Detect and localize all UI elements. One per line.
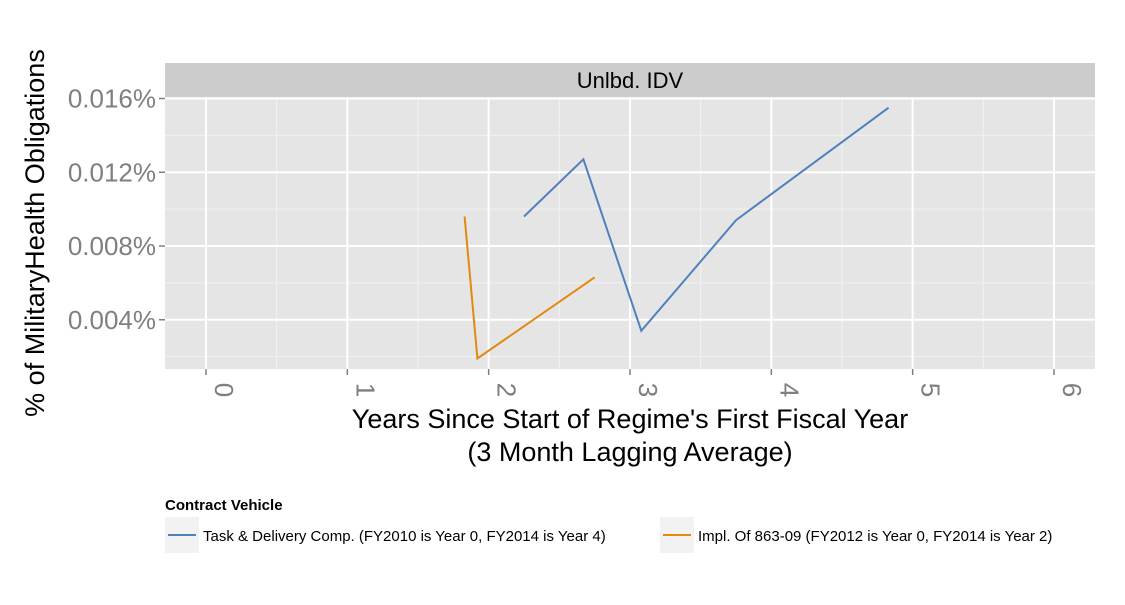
x-tick-label: 1 (350, 383, 380, 397)
grid-lines (165, 97, 1095, 369)
x-tick-label: 2 (492, 383, 522, 397)
x-tick-label: 0 (209, 383, 239, 397)
y-tick-label: 0.004% (68, 305, 156, 335)
x-axis-title-line2: (3 Month Lagging Average) (467, 437, 792, 467)
y-axis-title: % of MilitaryHealth Obligations (20, 49, 50, 417)
legend-title: Contract Vehicle (165, 497, 283, 514)
y-axis-ticks: 0.004% 0.008% 0.012% 0.016% (68, 84, 165, 335)
y-tick-label: 0.008% (68, 231, 156, 261)
legend-label-2: Impl. Of 863-09 (FY2012 is Year 0, FY201… (698, 528, 1052, 545)
facet-title: Unlbd. IDV (577, 68, 684, 93)
x-tick-label: 4 (774, 383, 804, 397)
series-line-2 (463, 216, 596, 361)
legend: Task & Delivery Comp. (FY2010 is Year 0,… (165, 517, 1052, 553)
x-axis-ticks: 0 1 2 3 4 5 6 (205, 369, 1087, 397)
x-tick-label: 3 (633, 383, 663, 397)
y-tick-label: 0.012% (68, 157, 156, 187)
series-lines (463, 106, 890, 361)
facet-strip (165, 63, 1095, 97)
y-tick-label: 0.016% (68, 84, 156, 114)
x-tick-label: 5 (916, 383, 946, 397)
x-tick-label: 6 (1057, 383, 1087, 397)
x-axis-title-line1: Years Since Start of Regime's First Fisc… (352, 404, 908, 434)
series-line-1 (523, 106, 890, 333)
legend-label-1: Task & Delivery Comp. (FY2010 is Year 0,… (203, 528, 606, 545)
